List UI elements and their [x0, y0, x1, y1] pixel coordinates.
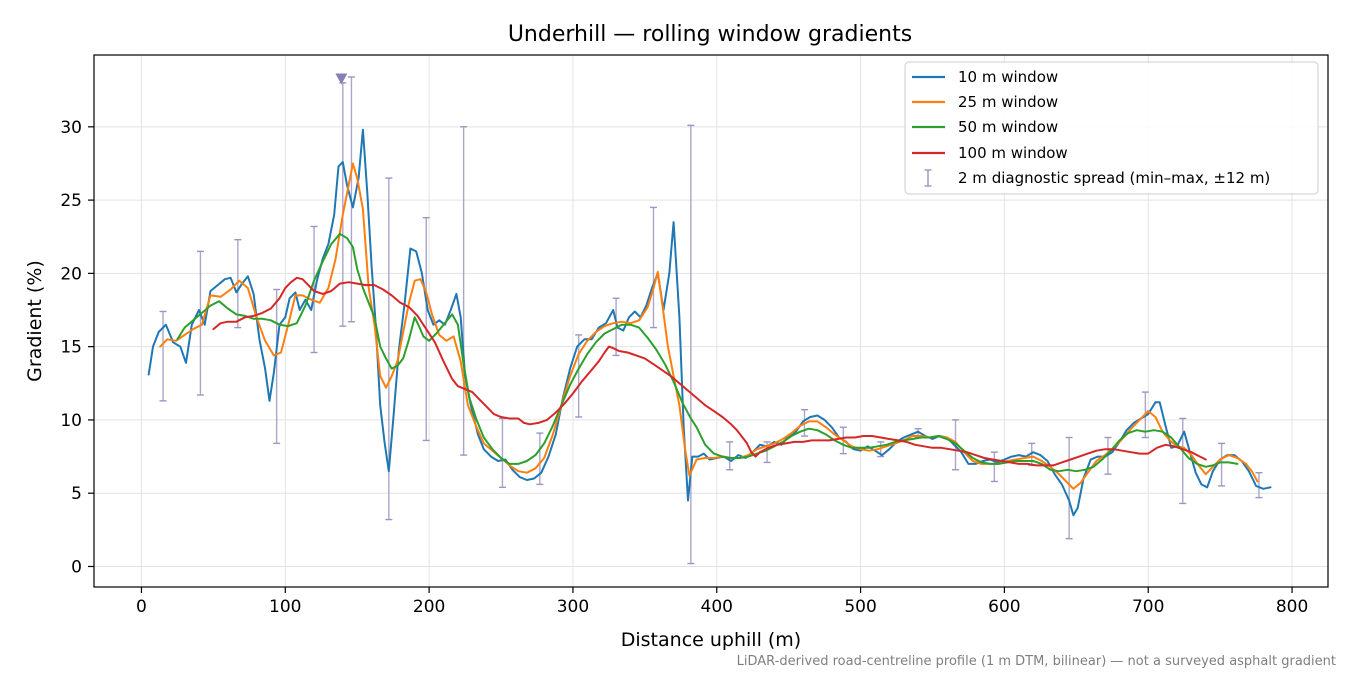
x-tick-label: 100	[269, 597, 301, 617]
y-tick-label: 20	[60, 264, 82, 284]
series-line-4	[212, 276, 1207, 467]
diagnostic-spread-bar	[339, 82, 347, 327]
y-tick-label: 5	[71, 484, 82, 504]
diagnostic-spread-bar	[990, 451, 998, 483]
diagnostic-spread-bar	[536, 432, 544, 486]
diagnostic-spread-bar	[575, 334, 583, 418]
diagnostic-spread-bar	[310, 225, 318, 354]
x-tick-label: 700	[1132, 597, 1164, 617]
legend-errorbar-icon	[924, 169, 932, 187]
chart-title: Underhill — rolling window gradients	[508, 22, 912, 47]
diagnostic-spread-bar	[273, 288, 281, 445]
diagnostic-spread-bar	[687, 124, 695, 565]
x-tick-label: 400	[701, 597, 733, 617]
diagnostic-spread-bar	[196, 250, 204, 396]
diagnostic-spread-bar	[726, 441, 734, 471]
series-line-3	[176, 232, 1239, 473]
y-axis-ticks: 0 5 10 15 20 25 30	[60, 118, 94, 577]
y-tick-label: 25	[60, 191, 82, 211]
legend-label: 25 m window	[958, 93, 1058, 111]
x-tick-label: 500	[844, 597, 876, 617]
y-tick-label: 15	[60, 338, 82, 358]
clipped-value-marker	[335, 73, 348, 85]
diagnostic-spread-bar	[1255, 471, 1263, 499]
y-tick-label: 0	[71, 557, 82, 577]
x-tick-label: 200	[413, 597, 445, 617]
x-tick-label: 800	[1276, 597, 1308, 617]
series-lines	[147, 128, 1272, 517]
x-axis-label: Distance uphill (m)	[621, 629, 801, 651]
legend-label: 50 m window	[958, 118, 1058, 136]
x-tick-label: 600	[988, 597, 1020, 617]
y-tick-label: 30	[60, 118, 82, 138]
y-tick-label: 10	[60, 411, 82, 431]
x-axis-ticks: 0 100 200 300 400 500 600 700 800	[136, 587, 1308, 617]
x-tick-label: 300	[557, 597, 589, 617]
diagnostic-spread-bar	[234, 238, 242, 329]
footnote: LiDAR-derived road-centreline profile (1…	[737, 654, 1336, 669]
diagnostic-spread-bar	[1218, 442, 1226, 487]
legend-label: 10 m window	[958, 68, 1058, 86]
legend-label: 100 m window	[958, 144, 1068, 162]
diagnostic-spread-bar	[1065, 436, 1073, 540]
series-line-2	[159, 162, 1259, 490]
legend: 10 m window 25 m window 50 m window 100 m w…	[904, 61, 1319, 195]
legend-label: 2 m diagnostic spread (min–max, ±12 m)	[958, 169, 1270, 187]
x-tick-label: 0	[136, 597, 147, 617]
legend-box	[904, 61, 1319, 195]
diagnostic-spread-bar	[649, 206, 657, 329]
diagnostic-spread-bars	[159, 73, 1263, 565]
plot-frame	[93, 54, 1329, 588]
diagnostic-spread-bar	[460, 126, 468, 456]
y-axis-label: Gradient (%)	[24, 260, 46, 382]
